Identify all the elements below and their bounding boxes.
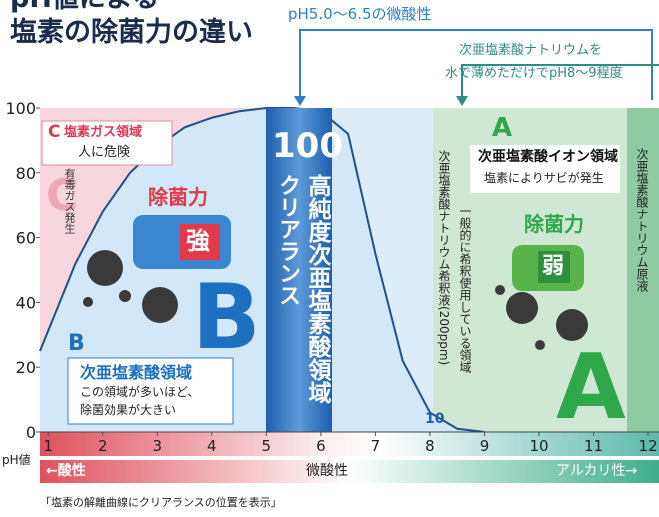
region-desc: この領域が多いほど、 [80, 385, 200, 399]
germ [535, 340, 545, 350]
c-box [41, 120, 173, 166]
side-note: 有毒ガス発生 [63, 168, 76, 234]
power: 強 [186, 227, 210, 255]
x-tick-label: 6 [316, 437, 326, 455]
y-tick-label: 0 [26, 423, 36, 442]
power-label: 除菌力 [148, 185, 208, 209]
power-label: 除菌力 [524, 212, 584, 236]
brand: クリアランス [275, 174, 300, 306]
footnote: 「塩素の解離曲線にクリアランスの位置を表示」 [40, 496, 282, 509]
y-tick-label: 80 [16, 164, 36, 183]
x-tick-label: 8 [425, 437, 435, 455]
x-tick-label: 1 [43, 437, 53, 455]
scale-label: アルカリ性→ [556, 463, 638, 479]
region-note: 人に危険 [78, 145, 131, 160]
stock-region [627, 108, 659, 432]
x-tick-label: 7 [371, 437, 381, 455]
scale-label: ←酸性 [46, 463, 86, 479]
curve-area [40, 108, 485, 432]
callout: 次亜塩素酸ナトリウムを [459, 43, 603, 58]
region-letter: C [48, 122, 61, 142]
germ [142, 287, 178, 323]
a-box [470, 145, 620, 193]
region-name: 塩素ガス領域 [64, 125, 143, 140]
x-axis-strip [40, 432, 659, 456]
annotation: 10 [425, 411, 445, 427]
x-axis-label: pH値 [2, 453, 31, 467]
callout-line [461, 64, 659, 100]
callout-arrow [456, 96, 468, 106]
x-tick-label: 3 [152, 437, 162, 455]
y-tick-label: 20 [16, 358, 36, 377]
big-letter: C [46, 170, 79, 221]
germ [556, 309, 588, 341]
x-tick-label: 5 [262, 437, 272, 455]
region-name: 次亜塩素酸領域 [80, 363, 193, 382]
germ [83, 297, 93, 307]
region-letter: B [68, 331, 85, 356]
clearance-column [266, 108, 332, 432]
callout: pH5.0〜6.5の微酸性 [288, 5, 432, 23]
big-letter: A [556, 335, 626, 440]
common-label: 一般的に希釈使用している領域 [458, 205, 472, 373]
region-desc: 除菌効果が大きい [80, 403, 177, 417]
region-name: 次亜塩素酸イオン領域 [478, 149, 618, 165]
x-tick-label: 11 [584, 437, 603, 455]
callout: 水で薄めただけでpH8〜9程度 [445, 66, 623, 81]
y-tick-label: 60 [16, 229, 36, 248]
scale-label: 微酸性 [306, 463, 348, 479]
b-box [67, 357, 234, 425]
dilute-label: 次亜塩素酸ナトリウム希釈液(200ppm) [437, 150, 451, 366]
clearance-name: 高純度次亜塩素酸領域 [304, 174, 330, 404]
big-letter: B [192, 265, 261, 370]
callout-arrow [294, 96, 306, 106]
annotation: 100 [272, 126, 343, 166]
x-tick-label: 4 [207, 437, 217, 455]
x-tick-label: 2 [98, 437, 108, 455]
germ-icons [83, 250, 588, 350]
germ [506, 292, 538, 324]
region-note: 塩素によりサビが発生 [484, 171, 604, 185]
title: 塩素の除菌力の違い [10, 17, 253, 48]
y-tick-label: 40 [16, 293, 36, 312]
y-tick-label: 100 [5, 99, 36, 118]
x-tick-label: 10 [529, 437, 548, 455]
germ [87, 250, 123, 286]
stock-label: 次亜塩素酸ナトリウム原液 [635, 148, 649, 292]
title: pH値による [10, 0, 159, 14]
x-tick-label: 9 [480, 437, 490, 455]
fist-badge [538, 251, 570, 283]
germ [495, 285, 505, 295]
x-tick-label: 12 [639, 437, 658, 455]
power: 弱 [542, 254, 565, 279]
region-letter: A [492, 113, 513, 143]
acidity-bar [40, 460, 659, 483]
germ [119, 290, 131, 302]
fist-badge [180, 224, 220, 260]
